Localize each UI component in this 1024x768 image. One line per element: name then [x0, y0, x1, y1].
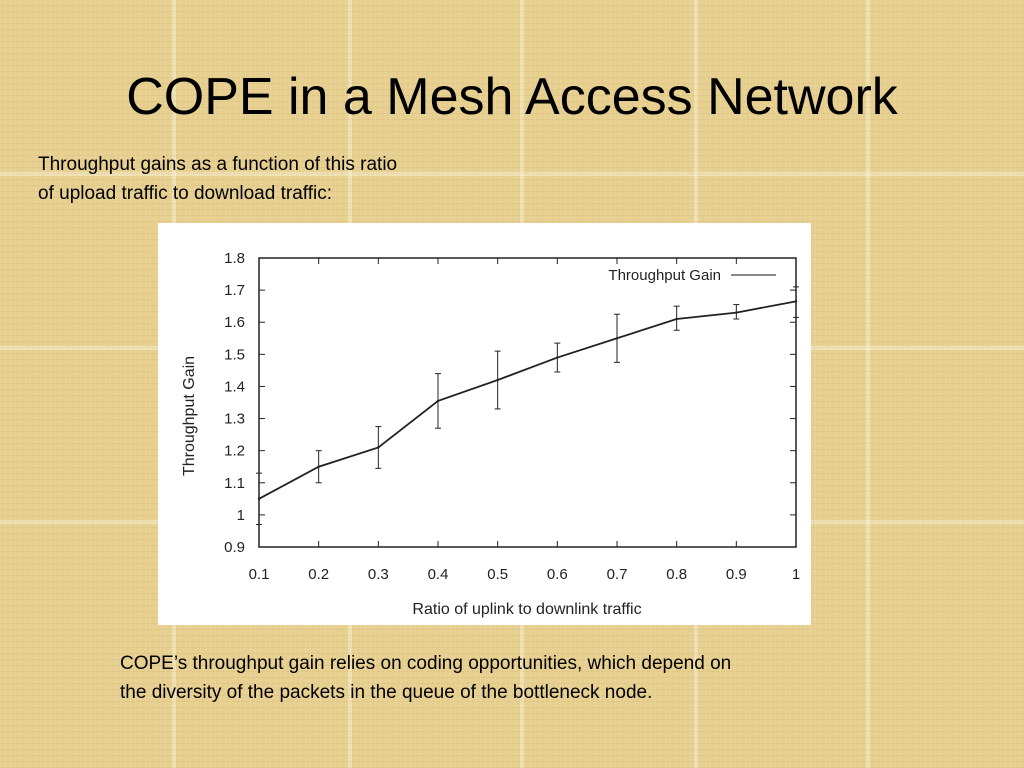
y-tick-label: 1: [237, 507, 245, 524]
y-tick-label: 1.6: [224, 314, 245, 331]
x-tick-label: 0.7: [607, 566, 628, 583]
series-line-throughput-gain: [258, 300, 797, 500]
data-point: [257, 497, 261, 501]
intro-line-1: Throughput gains as a function of this r…: [38, 154, 398, 175]
caption-line-1: COPE’s throughput gain relies on coding …: [120, 653, 732, 674]
caption-line-2: the diversity of the packets in the queu…: [120, 682, 653, 703]
intro-text: Throughput gains as a function of this r…: [38, 150, 518, 208]
y-tick-label: 1.8: [224, 250, 245, 267]
x-tick-label: 0.6: [547, 566, 568, 583]
throughput-chart: 0.9 1 1.1 1.2 1.3 1.4 1.5 1.6 1.7 1.8 0.1 0.2 0.3 0.…: [158, 223, 811, 625]
chart-svg: 0.9 1 1.1 1.2 1.3 1.4 1.5 1.6 1.7 1.8 0.1 0.2 0.3 0.…: [181, 250, 800, 618]
x-tick-label: 0.1: [249, 566, 270, 583]
y-tick-label: 1.7: [224, 282, 245, 299]
x-tick-label: 0.5: [487, 566, 508, 583]
y-tick-label: 1.2: [224, 443, 245, 460]
x-tick-label: 0.3: [368, 566, 389, 583]
data-point: [436, 399, 440, 403]
data-point: [317, 465, 320, 468]
x-tick-label: 0.8: [666, 566, 687, 583]
data-point: [794, 300, 798, 303]
slide-title: COPE in a Mesh Access Network: [126, 68, 898, 126]
data-point: [377, 446, 380, 449]
y-tick-label: 0.9: [224, 539, 245, 556]
legend-label: Throughput Gain: [608, 267, 721, 284]
intro-line-2: of upload traffic to download traffic:: [38, 183, 332, 204]
x-tick-label: 0.2: [308, 566, 329, 583]
data-point: [615, 337, 619, 340]
x-tick-label: 1: [792, 566, 800, 583]
y-tick-label: 1.4: [224, 378, 245, 395]
y-axis-label: Throughput Gain: [181, 356, 198, 476]
plot-frame: [258, 257, 797, 548]
x-tick-label: 0.9: [726, 566, 747, 583]
data-point: [735, 311, 738, 314]
data-point: [556, 356, 559, 359]
caption-text: COPE’s throughput gain relies on coding …: [120, 649, 910, 707]
y-tick-label: 1.5: [224, 346, 245, 363]
x-axis-label: Ratio of uplink to downlink traffic: [412, 601, 641, 618]
data-point: [496, 378, 499, 382]
y-tick-label: 1.1: [224, 475, 245, 492]
y-tick-label: 1.3: [224, 411, 245, 428]
x-tick-label: 0.4: [428, 566, 449, 583]
data-point: [675, 317, 678, 321]
